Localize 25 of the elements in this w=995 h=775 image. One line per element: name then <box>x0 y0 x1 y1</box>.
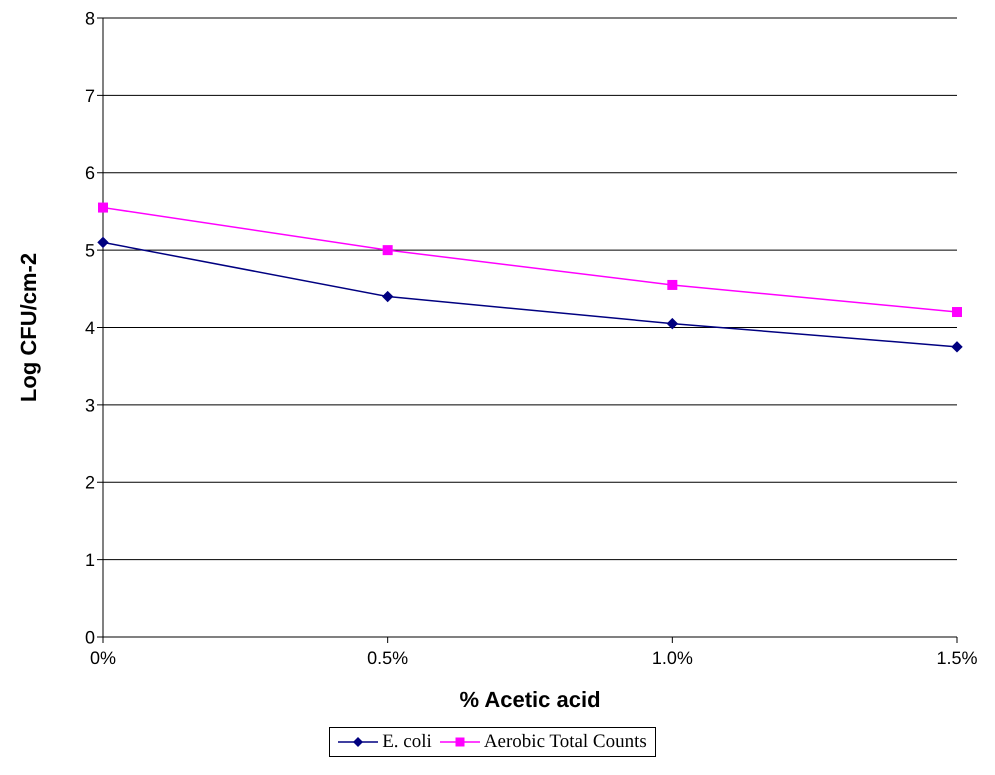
y-tick-label: 7 <box>84 86 95 106</box>
x-tick-label: 0.5% <box>367 648 408 668</box>
y-tick-label: 2 <box>84 472 95 493</box>
point <box>382 245 393 256</box>
point <box>952 341 962 352</box>
y-axis-title: Log CFU/cm-2 <box>16 252 41 402</box>
x-tick-label: 1.0% <box>652 648 693 668</box>
y-tick-label: 8 <box>84 8 95 28</box>
point <box>382 291 394 302</box>
x-tick-label: 0% <box>90 648 116 668</box>
y-tick-label: 5 <box>84 240 95 261</box>
legend-label: Aerobic Total Counts <box>484 731 647 753</box>
y-tick-label: 6 <box>84 163 95 184</box>
point <box>98 236 108 248</box>
y-tick-label: 3 <box>84 395 95 416</box>
y-tick-label: 0 <box>84 627 95 648</box>
point <box>667 280 678 290</box>
y-tick-label: 4 <box>84 318 95 338</box>
y-tick-label: 1 <box>84 550 95 570</box>
point <box>666 318 678 330</box>
point <box>98 202 108 213</box>
x-tick-label: 1.5% <box>936 648 978 668</box>
point <box>952 307 962 318</box>
legend-label: E. coli <box>382 731 432 753</box>
x-axis-title: % Acetic acid <box>459 687 601 712</box>
